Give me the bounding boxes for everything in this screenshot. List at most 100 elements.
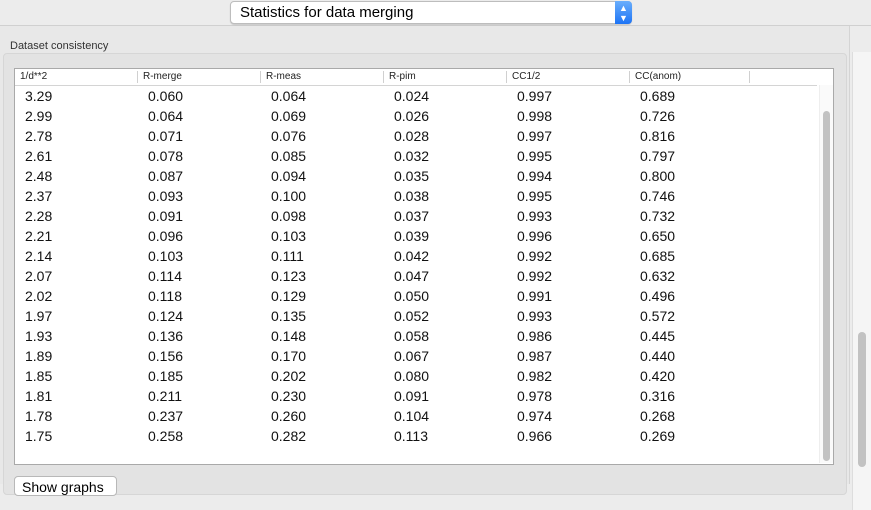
table-cell: 3.29 (25, 88, 53, 104)
table-cell: 0.067 (394, 348, 430, 364)
statistics-selector-dropdown[interactable]: Statistics for data merging ▲ ▼ (230, 1, 632, 24)
table-cell: 0.993 (517, 308, 553, 324)
table-cell: 0.991 (517, 288, 553, 304)
table-row[interactable]: 2.48 0.087 0.094 0.035 0.994 0.800 (15, 166, 815, 186)
table-cell: 1.85 (25, 368, 53, 384)
table-cell: 1.93 (25, 328, 53, 344)
column-header[interactable]: CC(anom) (630, 71, 750, 83)
table-cell: 0.103 (148, 248, 184, 264)
table-cell: 0.632 (640, 268, 676, 284)
table-row[interactable]: 2.07 0.114 0.123 0.047 0.992 0.632 (15, 266, 815, 286)
column-header[interactable]: R-merge (138, 71, 261, 83)
table-cell: 0.091 (394, 388, 430, 404)
table-cell: 0.995 (517, 188, 553, 204)
table-cell: 0.316 (640, 388, 676, 404)
table-cell: 0.282 (271, 428, 307, 444)
table-cell: 0.071 (148, 128, 184, 144)
table-cell: 0.080 (394, 368, 430, 384)
table-row[interactable]: 2.02 0.118 0.129 0.050 0.991 0.496 (15, 286, 815, 306)
column-header[interactable]: R-pim (384, 71, 507, 83)
table-cell: 0.185 (148, 368, 184, 384)
table-cell: 0.998 (517, 108, 553, 124)
table-cell: 0.997 (517, 88, 553, 104)
table-row[interactable]: 3.29 0.060 0.064 0.024 0.997 0.689 (15, 86, 815, 106)
table-cell: 0.039 (394, 228, 430, 244)
table-cell: 0.064 (148, 108, 184, 124)
table-cell: 0.024 (394, 88, 430, 104)
table-cell: 2.28 (25, 208, 53, 224)
table-cell: 0.047 (394, 268, 430, 284)
column-header[interactable]: 1/d**2 (15, 71, 138, 83)
table-cell: 0.445 (640, 328, 676, 344)
table-cell: 0.118 (148, 288, 182, 304)
table-cell: 0.260 (271, 408, 307, 424)
table-row[interactable]: 2.99 0.064 0.069 0.026 0.998 0.726 (15, 106, 815, 126)
table-cell: 0.258 (148, 428, 184, 444)
table-cell: 1.78 (25, 408, 53, 424)
table-cell: 0.237 (148, 408, 184, 424)
table-cell: 0.096 (148, 228, 184, 244)
table-cell: 1.89 (25, 348, 53, 364)
group-title: Dataset consistency (10, 40, 109, 52)
table-cell: 0.094 (271, 168, 307, 184)
table-cell: 0.078 (148, 148, 184, 164)
table-cell: 0.156 (148, 348, 184, 364)
table-cell: 0.085 (271, 148, 307, 164)
table-cell: 0.966 (517, 428, 553, 444)
table-cell: 0.572 (640, 308, 676, 324)
show-graphs-button[interactable]: Show graphs (14, 476, 117, 496)
table-cell: 2.48 (25, 168, 53, 184)
table-cell: 0.269 (640, 428, 676, 444)
table-cell: 2.99 (25, 108, 53, 124)
table-cell: 0.800 (640, 168, 676, 184)
table-row[interactable]: 1.78 0.237 0.260 0.104 0.974 0.268 (15, 406, 815, 426)
table-cell: 0.170 (271, 348, 307, 364)
statistics-table: 1/d**2 R-merge R-meas R-pim CC1/2 CC(anom) 3.… (14, 68, 834, 465)
table-row[interactable]: 2.21 0.096 0.103 0.039 0.996 0.650 (15, 226, 815, 246)
column-header[interactable]: CC1/2 (507, 71, 630, 83)
table-scrollbar[interactable] (819, 85, 833, 463)
table-cell: 0.797 (640, 148, 676, 164)
table-cell: 0.050 (394, 288, 430, 304)
table-cell: 0.986 (517, 328, 553, 344)
table-row[interactable]: 1.93 0.136 0.148 0.058 0.986 0.445 (15, 326, 815, 346)
updown-chevron-icon: ▲ ▼ (615, 1, 632, 24)
table-row[interactable]: 2.37 0.093 0.100 0.038 0.995 0.746 (15, 186, 815, 206)
table-cell: 0.042 (394, 248, 430, 264)
table-cell: 0.420 (640, 368, 676, 384)
table-scroll-thumb[interactable] (823, 111, 830, 461)
column-header[interactable]: R-meas (261, 71, 384, 83)
table-cell: 1.97 (25, 308, 53, 324)
table-cell: 0.997 (517, 128, 553, 144)
table-cell: 0.994 (517, 168, 553, 184)
main-panel: Dataset consistency 1/d**2 R-merge R-meas R… (0, 26, 871, 510)
table-cell: 0.037 (394, 208, 430, 224)
selector-value: Statistics for data merging (240, 4, 414, 21)
table-cell: 0.992 (517, 268, 553, 284)
table-cell: 2.07 (25, 268, 53, 284)
table-cell: 0.995 (517, 148, 553, 164)
table-cell: 0.129 (271, 288, 307, 304)
table-cell: 0.136 (148, 328, 184, 344)
table-row[interactable]: 2.61 0.078 0.085 0.032 0.995 0.797 (15, 146, 815, 166)
table-cell: 0.689 (640, 88, 676, 104)
table-row[interactable]: 1.81 0.211 0.230 0.091 0.978 0.316 (15, 386, 815, 406)
table-cell: 0.230 (271, 388, 307, 404)
table-header: 1/d**2 R-merge R-meas R-pim CC1/2 CC(anom) (15, 69, 817, 86)
table-row[interactable]: 1.85 0.185 0.202 0.080 0.982 0.420 (15, 366, 815, 386)
table-cell: 0.028 (394, 128, 430, 144)
table-cell: 0.032 (394, 148, 430, 164)
table-row[interactable]: 2.78 0.071 0.076 0.028 0.997 0.816 (15, 126, 815, 146)
window-scrollbar[interactable] (852, 52, 871, 510)
window-scroll-thumb[interactable] (858, 332, 866, 467)
table-row[interactable]: 1.97 0.124 0.135 0.052 0.993 0.572 (15, 306, 815, 326)
table-row[interactable]: 1.89 0.156 0.170 0.067 0.987 0.440 (15, 346, 815, 366)
table-cell: 2.37 (25, 188, 53, 204)
table-cell: 0.992 (517, 248, 553, 264)
table-cell: 0.496 (640, 288, 676, 304)
table-row[interactable]: 1.75 0.258 0.282 0.113 0.966 0.269 (15, 426, 815, 446)
table-row[interactable]: 2.14 0.103 0.111 0.042 0.992 0.685 (15, 246, 815, 266)
table-cell: 0.103 (271, 228, 307, 244)
table-row[interactable]: 2.28 0.091 0.098 0.037 0.993 0.732 (15, 206, 815, 226)
table-cell: 0.974 (517, 408, 553, 424)
